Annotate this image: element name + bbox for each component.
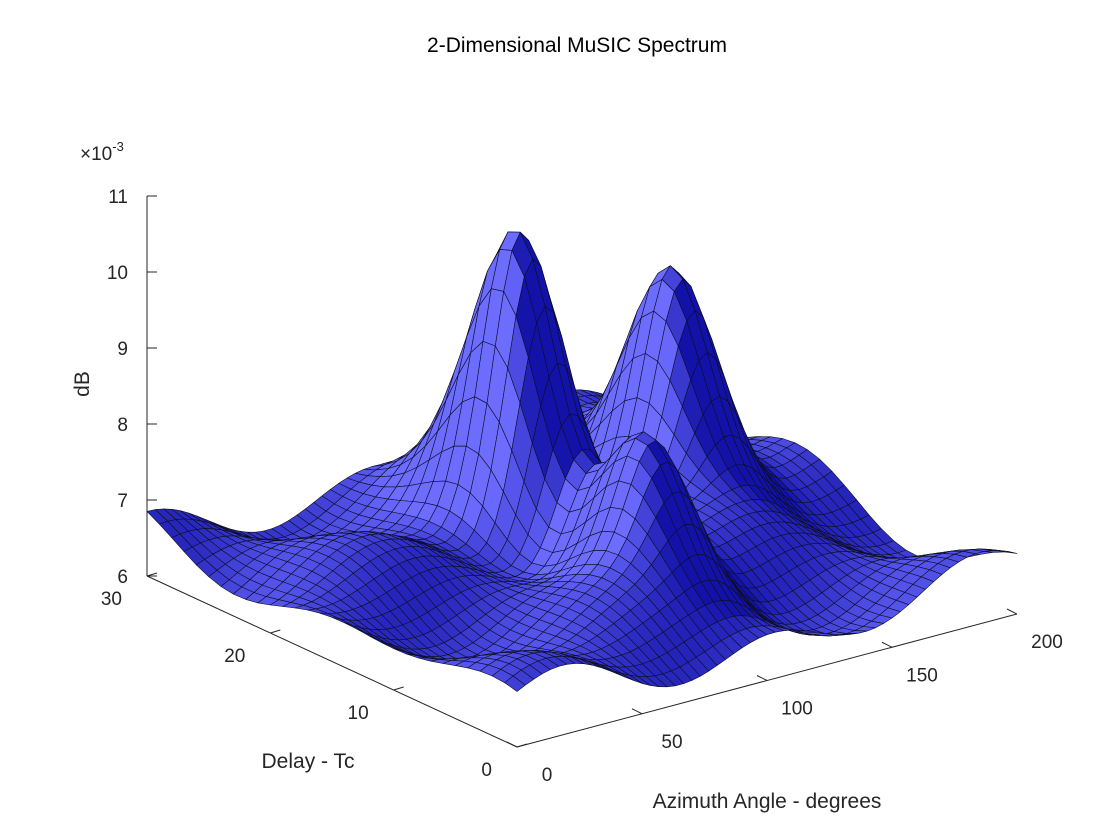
z-tick-label: 11: [108, 187, 128, 208]
z-exponent-label: ×10-3: [80, 139, 124, 165]
x-tick-label: 100: [781, 699, 813, 720]
x-axis-label: Azimuth Angle - degrees: [653, 790, 882, 813]
x-tick-label: 150: [906, 665, 938, 686]
x-tick: [881, 641, 893, 648]
x-tick: [1006, 608, 1018, 615]
z-tick-label: 7: [117, 491, 128, 512]
y-tick: [516, 743, 528, 748]
y-tick: [393, 686, 404, 691]
x-tick: [506, 741, 518, 748]
y-tick-label: 10: [348, 703, 369, 724]
z-tick-label: 10: [107, 263, 128, 284]
x-tick: [631, 708, 643, 715]
y-tick-label: 30: [101, 589, 122, 610]
x-tick-label: 50: [661, 732, 682, 753]
chart-title: 2-Dimensional MuSIC Spectrum: [427, 34, 727, 57]
z-tick-label: 9: [117, 339, 128, 360]
y-axis-label: Delay - Tc: [262, 750, 355, 773]
surface-plot: [146, 231, 1018, 692]
y-tick: [270, 629, 281, 634]
surface-facet: [504, 675, 526, 692]
z-axis-label: dB: [71, 371, 94, 397]
x-tick-label: 200: [1031, 632, 1063, 653]
z-tick-label: 8: [117, 415, 128, 436]
x-tick: [756, 675, 768, 681]
y-tick-label: 20: [224, 646, 245, 667]
y-axis-line: [146, 575, 518, 748]
z-tick-label: 6: [117, 567, 128, 588]
y-tick-label: 0: [481, 760, 492, 781]
y-tick: [146, 572, 158, 577]
tick-marks: 6 7 8 9 10 11 0 50 100 150 200 0 10 20 30: [101, 187, 1063, 786]
x-tick-label: 0: [542, 765, 553, 786]
